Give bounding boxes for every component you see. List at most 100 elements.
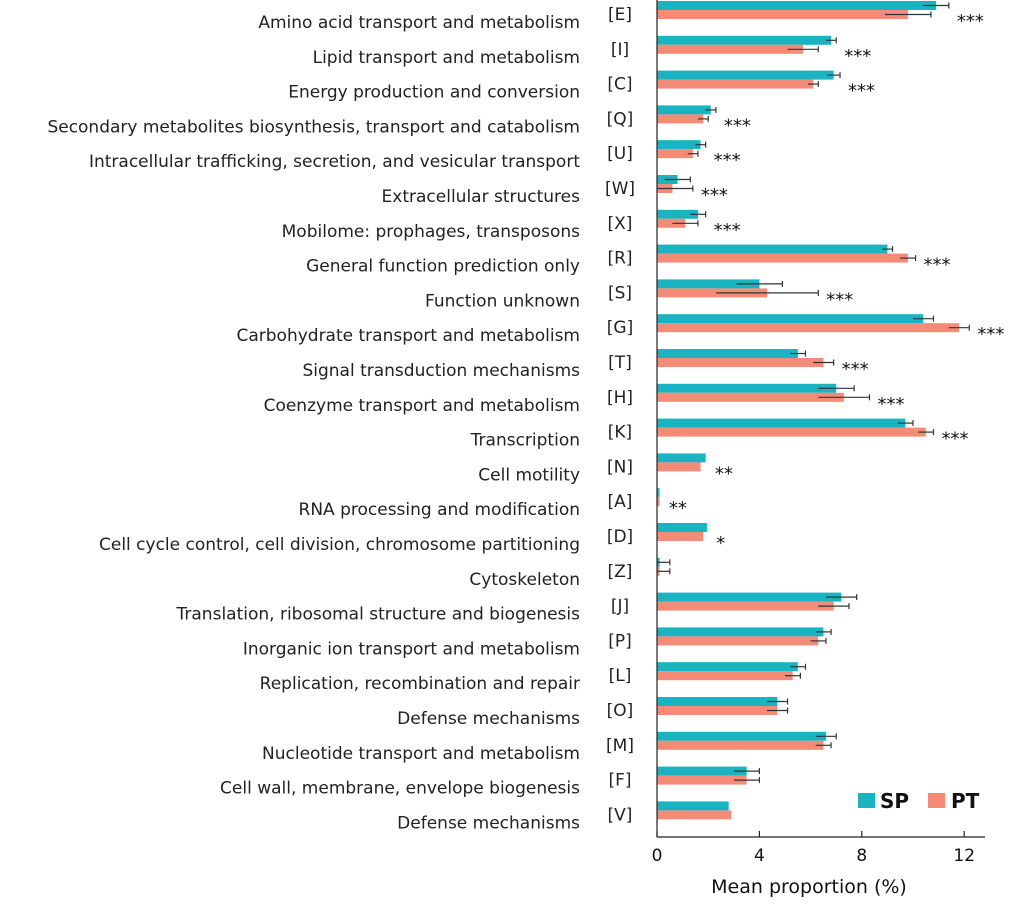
cog-code-label: [V] — [608, 805, 633, 825]
pt-bar — [657, 636, 819, 646]
sp-bar — [657, 697, 778, 706]
cog-code-label: [S] — [608, 283, 632, 303]
significance-label: *** — [977, 324, 1004, 345]
pt-bar — [657, 671, 793, 681]
category-label: Extracellular structures — [382, 187, 581, 207]
category-label: Function unknown — [425, 291, 580, 311]
sp-bar — [657, 523, 707, 532]
cog-code-label: [D] — [607, 527, 633, 547]
sp-bar — [657, 488, 660, 498]
sp-bar — [657, 105, 711, 115]
cog-code-label: [X] — [608, 214, 633, 234]
sp-bar — [657, 349, 798, 358]
significance-label: * — [716, 533, 725, 554]
x-tick-label: 8 — [856, 846, 867, 866]
category-label: Signal transduction mechanisms — [302, 361, 580, 381]
significance-label: ** — [715, 463, 733, 484]
x-tick-label: 4 — [754, 846, 765, 866]
category-label: Carbohydrate transport and metabolism — [236, 326, 580, 346]
sp-bar — [657, 383, 837, 393]
x-tick-label: 0 — [652, 846, 663, 866]
category-label: Coenzyme transport and metabolism — [264, 396, 580, 416]
sp-bar — [657, 766, 747, 776]
pt-bar — [657, 532, 704, 541]
cog-code-label: [R] — [607, 249, 632, 269]
pt-bar — [657, 114, 704, 124]
sp-bar — [657, 731, 826, 741]
category-label: Nucleotide transport and metabolism — [262, 744, 580, 764]
cog-code-label: [Q] — [607, 109, 634, 129]
pt-bar — [657, 740, 824, 750]
significance-label: *** — [848, 81, 875, 102]
cog-code-label: [T] — [608, 353, 632, 373]
sp-bar — [657, 70, 834, 80]
category-label: Energy production and conversion — [288, 83, 580, 103]
category-label: Defense mechanisms — [397, 813, 580, 833]
cog-code-label: [A] — [608, 492, 633, 512]
legend-label-pt: PT — [951, 789, 980, 813]
sp-bar — [657, 801, 729, 811]
pt-bar — [657, 358, 824, 367]
cog-code-label: [E] — [608, 5, 632, 25]
legend-swatch-sp — [858, 793, 875, 808]
pt-bar — [657, 462, 701, 472]
significance-label: *** — [842, 359, 869, 380]
category-label: Inorganic ion transport and metabolism — [243, 639, 580, 659]
category-label: General function prediction only — [306, 257, 580, 277]
category-label: RNA processing and modification — [299, 500, 580, 520]
significance-label: *** — [957, 11, 984, 32]
category-label: Amino acid transport and metabolism — [258, 13, 580, 33]
pt-bar — [657, 392, 844, 402]
cog-code-label: [C] — [607, 75, 632, 95]
cog-code-label: [W] — [605, 179, 635, 199]
category-label: Intracellular trafficking, secretion, an… — [89, 152, 580, 172]
sp-bar — [657, 418, 906, 428]
category-label: Cytoskeleton — [469, 570, 580, 590]
legend-label-sp: SP — [880, 789, 909, 813]
significance-label: *** — [924, 255, 951, 276]
significance-label: *** — [826, 289, 853, 310]
significance-label: *** — [714, 150, 741, 171]
category-label: Translation, ribosomal structure and bio… — [176, 605, 581, 625]
cog-code-label: [P] — [608, 631, 632, 651]
pt-bar — [657, 810, 732, 820]
category-label: Replication, recombination and repair — [260, 674, 580, 694]
significance-label: *** — [844, 46, 871, 67]
sp-bar — [657, 279, 760, 289]
sp-bar — [657, 140, 701, 150]
sp-bar — [657, 1, 937, 10]
pt-bar — [657, 706, 778, 715]
cog-code-label: [O] — [607, 701, 634, 721]
legend-swatch-pt — [928, 793, 945, 808]
cog-code-label: [K] — [608, 423, 632, 443]
sp-bar — [657, 244, 888, 254]
sp-bar — [657, 453, 706, 463]
x-tick-label: 12 — [953, 846, 975, 866]
pt-bar — [657, 427, 926, 437]
category-label: Secondary metabolites biosynthesis, tran… — [47, 117, 580, 137]
significance-label: ** — [669, 498, 687, 519]
pt-bar — [657, 497, 660, 507]
pt-bar — [657, 79, 814, 89]
cog-code-label: [H] — [607, 388, 633, 408]
category-label: Defense mechanisms — [397, 709, 580, 729]
pt-bar — [657, 253, 908, 263]
pt-bar — [657, 44, 803, 54]
significance-label: *** — [877, 394, 904, 415]
category-label: Cell cycle control, cell division, chrom… — [99, 535, 580, 555]
category-label: Cell motility — [478, 465, 580, 485]
cog-code-label: [L] — [609, 666, 632, 686]
category-label: Mobilome: prophages, transposons — [282, 222, 580, 242]
sp-bar — [657, 35, 832, 45]
pt-bar — [657, 149, 693, 159]
pt-bar — [657, 218, 686, 228]
category-label: Cell wall, membrane, envelope biogenesis — [220, 779, 580, 799]
cog-code-label: [F] — [608, 771, 631, 791]
x-axis-title: Mean proportion (%) — [711, 876, 907, 898]
pt-bar — [657, 288, 768, 298]
significance-label: *** — [701, 185, 728, 206]
category-label: Transcription — [470, 431, 580, 451]
sp-bar — [657, 592, 842, 602]
